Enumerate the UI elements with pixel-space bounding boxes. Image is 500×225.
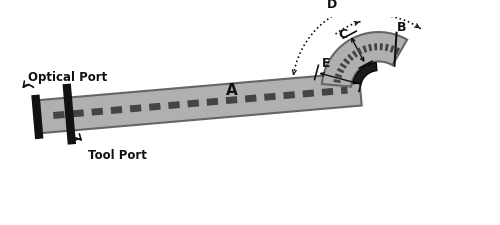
Text: B: B [397,21,406,34]
Text: D: D [326,0,337,11]
Text: E: E [322,57,330,70]
Text: A: A [226,82,237,97]
Polygon shape [353,63,377,85]
Polygon shape [322,33,407,87]
Text: Tool Port: Tool Port [88,148,146,161]
Polygon shape [39,73,362,133]
Text: C: C [338,28,347,41]
Text: Optical Port: Optical Port [28,71,108,83]
